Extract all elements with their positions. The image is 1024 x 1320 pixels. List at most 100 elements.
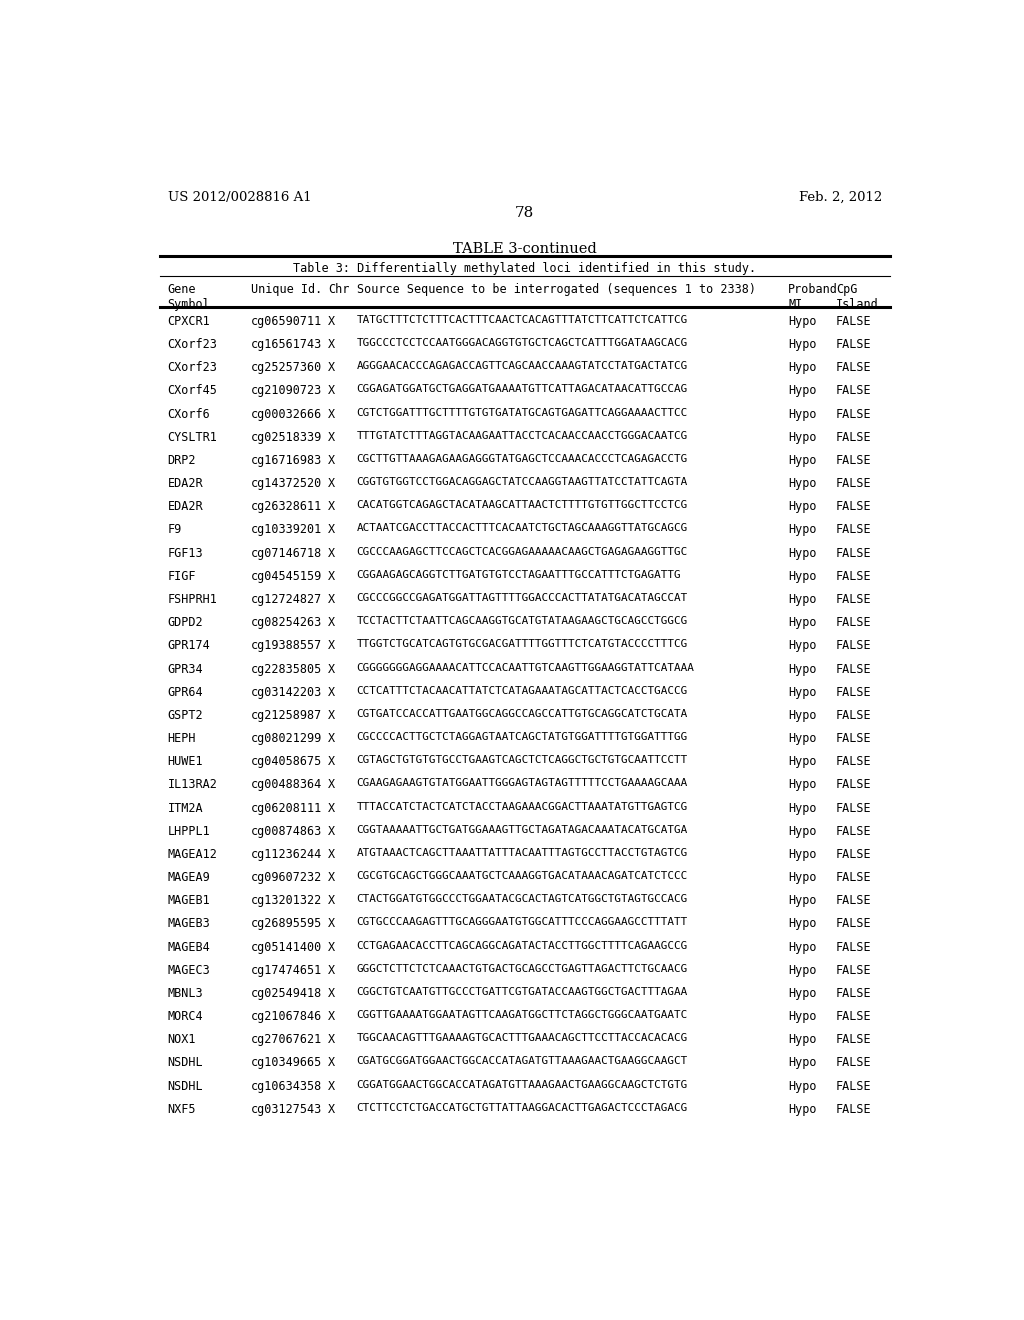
Text: X: X [328, 570, 335, 583]
Text: FALSE: FALSE [836, 825, 871, 838]
Text: cg03127543: cg03127543 [251, 1102, 323, 1115]
Text: CGCTTGTTAAAGAGAAGAGGGTATGAGCTCCAAACACCCTCAGAGACCTG: CGCTTGTTAAAGAGAAGAGGGTATGAGCTCCAAACACCCT… [356, 454, 688, 463]
Text: X: X [328, 546, 335, 560]
Text: FALSE: FALSE [836, 546, 871, 560]
Text: MBNL3: MBNL3 [168, 987, 204, 1001]
Text: NSDHL: NSDHL [168, 1056, 204, 1069]
Text: X: X [328, 500, 335, 513]
Text: CGAAGAGAAGTGTATGGAATTGGGAGTAGTAGTTTTTCCTGAAAAGCAAA: CGAAGAGAAGTGTATGGAATTGGGAGTAGTAGTTTTTCCT… [356, 779, 688, 788]
Text: Hypo: Hypo [788, 616, 817, 630]
Text: TABLE 3-continued: TABLE 3-continued [453, 242, 597, 256]
Text: X: X [328, 964, 335, 977]
Text: Hypo: Hypo [788, 524, 817, 536]
Text: Hypo: Hypo [788, 917, 817, 931]
Text: MORC4: MORC4 [168, 1010, 204, 1023]
Text: CXorf23: CXorf23 [168, 362, 217, 375]
Text: FALSE: FALSE [836, 964, 871, 977]
Text: X: X [328, 524, 335, 536]
Text: CGGAAGAGCAGGTCTTGATGTGTCCTAGAATTTGCCATTTCTGAGATTG: CGGAAGAGCAGGTCTTGATGTGTCCTAGAATTTGCCATTT… [356, 570, 681, 579]
Text: Gene
Symbol: Gene Symbol [168, 284, 210, 312]
Text: cg04545159: cg04545159 [251, 570, 323, 583]
Text: cg08021299: cg08021299 [251, 733, 323, 744]
Text: cg02549418: cg02549418 [251, 987, 323, 1001]
Text: Hypo: Hypo [788, 570, 817, 583]
Text: Hypo: Hypo [788, 1102, 817, 1115]
Text: X: X [328, 825, 335, 838]
Text: CPXCR1: CPXCR1 [168, 315, 210, 327]
Text: Hypo: Hypo [788, 894, 817, 907]
Text: Hypo: Hypo [788, 477, 817, 490]
Text: GPR64: GPR64 [168, 685, 204, 698]
Text: ITM2A: ITM2A [168, 801, 204, 814]
Text: CYSLTR1: CYSLTR1 [168, 430, 217, 444]
Text: FALSE: FALSE [836, 1056, 871, 1069]
Text: X: X [328, 315, 335, 327]
Text: DRP2: DRP2 [168, 454, 197, 467]
Text: X: X [328, 894, 335, 907]
Text: X: X [328, 685, 335, 698]
Text: CXorf45: CXorf45 [168, 384, 217, 397]
Text: Hypo: Hypo [788, 825, 817, 838]
Text: Hypo: Hypo [788, 1010, 817, 1023]
Text: Hypo: Hypo [788, 941, 817, 953]
Text: X: X [328, 847, 335, 861]
Text: X: X [328, 616, 335, 630]
Text: TTTACCATCTACTCATCTACCTAAGAAACGGACTTAAATATGTTGAGTCG: TTTACCATCTACTCATCTACCTAAGAAACGGACTTAAATA… [356, 801, 688, 812]
Text: CGCCCAAGAGCTTCCAGCTCACGGAGAAAAACAAGCTGAGAGAAGGTTGC: CGCCCAAGAGCTTCCAGCTCACGGAGAAAAACAAGCTGAG… [356, 546, 688, 557]
Text: Hypo: Hypo [788, 1034, 817, 1047]
Text: Feb. 2, 2012: Feb. 2, 2012 [799, 191, 882, 203]
Text: cg27067621: cg27067621 [251, 1034, 323, 1047]
Text: cg06590711: cg06590711 [251, 315, 323, 327]
Text: X: X [328, 779, 335, 792]
Text: HUWE1: HUWE1 [168, 755, 204, 768]
Text: cg09607232: cg09607232 [251, 871, 323, 884]
Text: X: X [328, 941, 335, 953]
Text: cg00874863: cg00874863 [251, 825, 323, 838]
Text: X: X [328, 1080, 335, 1093]
Text: FALSE: FALSE [836, 639, 871, 652]
Text: cg26895595: cg26895595 [251, 917, 323, 931]
Text: GDPD2: GDPD2 [168, 616, 204, 630]
Text: FALSE: FALSE [836, 709, 871, 722]
Text: CGTGCCCAAGAGTTTGCAGGGAATGTGGCATTTCCCAGGAAGCCTTTATT: CGTGCCCAAGAGTTTGCAGGGAATGTGGCATTTCCCAGGA… [356, 917, 688, 928]
Text: cg22835805: cg22835805 [251, 663, 323, 676]
Text: Hypo: Hypo [788, 546, 817, 560]
Text: cg12724827: cg12724827 [251, 593, 323, 606]
Text: X: X [328, 384, 335, 397]
Text: CGGTTGAAAATGGAATAGTTCAAGATGGCTTCTAGGCTGGGCAATGAATC: CGGTTGAAAATGGAATAGTTCAAGATGGCTTCTAGGCTGG… [356, 1010, 688, 1020]
Text: FALSE: FALSE [836, 430, 871, 444]
Text: FALSE: FALSE [836, 987, 871, 1001]
Text: cg00032666: cg00032666 [251, 408, 323, 421]
Text: Hypo: Hypo [788, 709, 817, 722]
Text: Hypo: Hypo [788, 871, 817, 884]
Text: cg00488364: cg00488364 [251, 779, 323, 792]
Text: FIGF: FIGF [168, 570, 197, 583]
Text: cg16561743: cg16561743 [251, 338, 323, 351]
Text: TGGCAACAGTTTGAAAAGTGCACTTTGAAACAGCTTCCTTACCACACACG: TGGCAACAGTTTGAAAAGTGCACTTTGAAACAGCTTCCTT… [356, 1034, 688, 1043]
Text: FALSE: FALSE [836, 570, 871, 583]
Text: US 2012/0028816 A1: US 2012/0028816 A1 [168, 191, 311, 203]
Text: TTGGTCTGCATCAGTGTGCGACGATTTTGGTTTCTCATGTACCCCTTTCG: TTGGTCTGCATCAGTGTGCGACGATTTTGGTTTCTCATGT… [356, 639, 688, 649]
Text: FALSE: FALSE [836, 1080, 871, 1093]
Text: CCTGAGAACACCTTCAGCAGGCAGATACTACCTTGGCTTTTCAGAAGCCG: CCTGAGAACACCTTCAGCAGGCAGATACTACCTTGGCTTT… [356, 941, 688, 950]
Text: FALSE: FALSE [836, 733, 871, 744]
Text: TTTGTATCTTTAGGTACAAGAATTACCTCACAACCAACCTGGGACAATCG: TTTGTATCTTTAGGTACAAGAATTACCTCACAACCAACCT… [356, 430, 688, 441]
Text: Hypo: Hypo [788, 663, 817, 676]
Text: cg16716983: cg16716983 [251, 454, 323, 467]
Text: FALSE: FALSE [836, 755, 871, 768]
Text: GGGCTCTTCTCTCAAACTGTGACTGCAGCCTGAGTTAGACTTCTGCAACG: GGGCTCTTCTCTCAAACTGTGACTGCAGCCTGAGTTAGAC… [356, 964, 688, 974]
Text: Hypo: Hypo [788, 847, 817, 861]
Text: Hypo: Hypo [788, 362, 817, 375]
Text: MAGEC3: MAGEC3 [168, 964, 210, 977]
Text: Table 3: Differentially methylated loci identified in this study.: Table 3: Differentially methylated loci … [293, 263, 757, 275]
Text: MAGEB3: MAGEB3 [168, 917, 210, 931]
Text: CGTCTGGATTTGCTTTTGTGTGATATGCAGTGAGATTCAGGAAAACTTCC: CGTCTGGATTTGCTTTTGTGTGATATGCAGTGAGATTCAG… [356, 408, 688, 417]
Text: X: X [328, 709, 335, 722]
Text: FALSE: FALSE [836, 593, 871, 606]
Text: Hypo: Hypo [788, 733, 817, 744]
Text: HEPH: HEPH [168, 733, 197, 744]
Text: TGGCCCTCCTCCAATGGGACAGGTGTGCTCAGCTCATTTGGATAAGCACG: TGGCCCTCCTCCAATGGGACAGGTGTGCTCAGCTCATTTG… [356, 338, 688, 348]
Text: cg21067846: cg21067846 [251, 1010, 323, 1023]
Text: cg11236244: cg11236244 [251, 847, 323, 861]
Text: CGGGGGGGAGGAAAACATTCCACAATTGTCAAGTTGGAAGGTATTCATAAA: CGGGGGGGAGGAAAACATTCCACAATTGTCAAGTTGGAAG… [356, 663, 694, 672]
